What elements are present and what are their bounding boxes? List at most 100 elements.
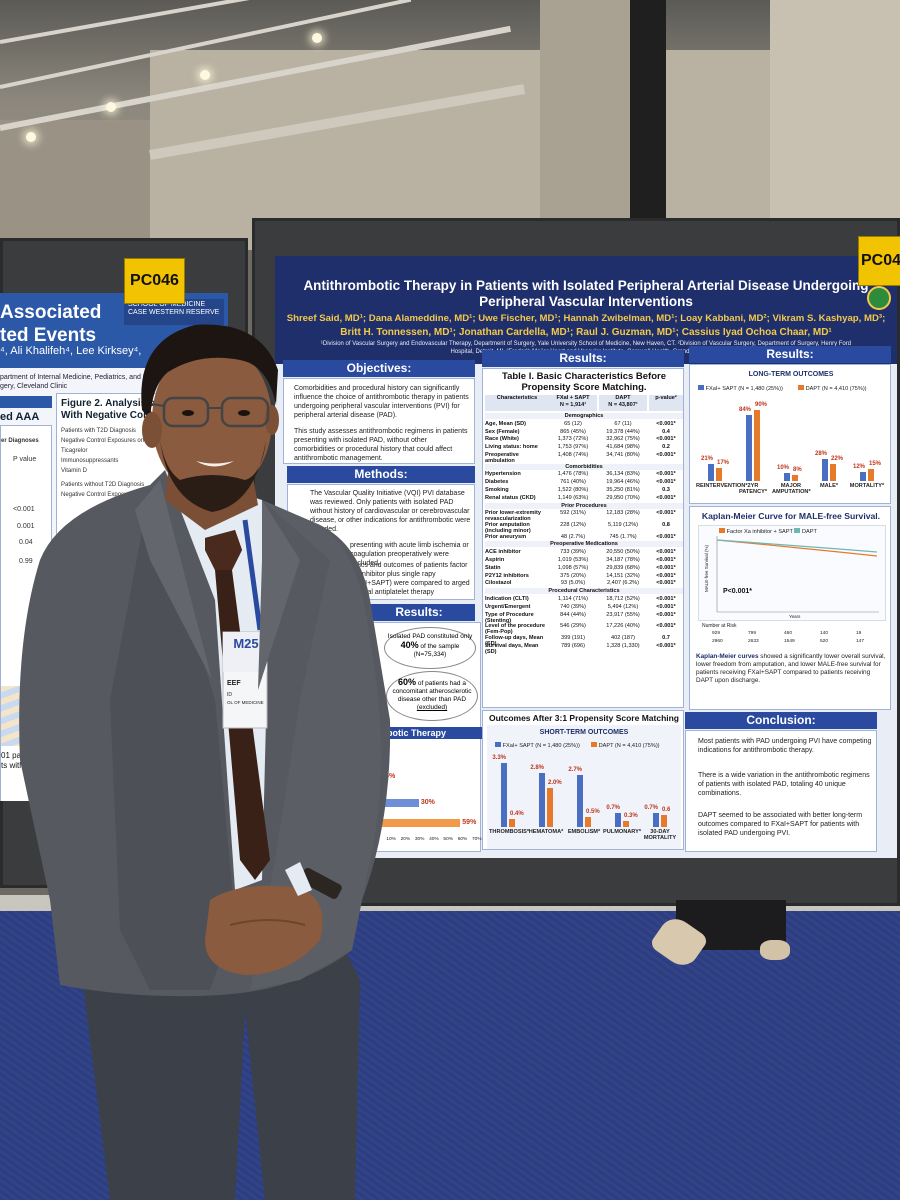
objective-bullet: Comorbidities and procedural history can… — [294, 385, 469, 419]
table-cell: <0.001* — [656, 596, 676, 602]
table-header: p-value² — [649, 395, 683, 411]
table-cell: 35,250 (81%) — [606, 487, 640, 493]
risk-value: 460 — [784, 631, 793, 636]
table-cell: 18,712 (52%) — [606, 596, 640, 602]
badge-line: OL OF MEDICINE — [227, 700, 264, 705]
table-row-label: Aspirin — [485, 557, 505, 563]
poster-title: Antithrombotic Therapy in Patients with … — [303, 278, 869, 293]
bar-dapt — [754, 409, 760, 481]
left-poster-section-label: ed AAA — [0, 411, 40, 423]
km-box: Kaplan-Meier Curve for MALE-free Surviva… — [689, 506, 891, 710]
table-row-label: Prior aneurysm — [485, 533, 527, 540]
bar-dapt — [868, 469, 874, 481]
table-cell: <0.001* — [656, 564, 676, 571]
table-cell: <0.001* — [656, 580, 676, 587]
bar-label: 0.6 — [662, 807, 671, 814]
bar-label: 90% — [755, 401, 768, 408]
axis-tick: 50% — [443, 837, 454, 842]
table-cell: <0.001* — [656, 452, 676, 458]
therapy-bar-label: 5% — [385, 773, 396, 780]
table-cell: 20,550 (50%) — [606, 549, 640, 556]
left-poster-footnote: 01 patien ts without — [1, 751, 35, 770]
figure-title: Figure 2. Analysis on Re With Negative C… — [61, 398, 177, 421]
col-header: er Diagnoses — [1, 438, 39, 444]
table-section-label: Demographics — [485, 413, 683, 419]
table-cell: 546 (29%) — [560, 623, 586, 630]
table-cell: <0.001* — [656, 642, 676, 649]
method-bullet: The Vascular Quality Initiative (VQI) PV… — [310, 490, 471, 533]
p-value: 0.04 — [19, 539, 33, 546]
table-cell: 745 (1.7%) — [609, 533, 637, 540]
bar-label: 8% — [793, 466, 802, 473]
table-header: DAPT N = 43,807¹ — [599, 395, 647, 411]
right-poster: Antithrombotic Therapy in Patients with … — [275, 256, 897, 858]
short-term-panel: SHORT-TERM OUTCOMES FXaI+ SAPT (N = 1,48… — [487, 725, 681, 849]
axis-tick: 10% — [386, 837, 396, 842]
axis-tick: 70% — [472, 837, 482, 842]
table-cell: 0.3 — [662, 487, 670, 493]
bar-label: 84% — [738, 406, 751, 413]
table-cell: 733 (39%) — [560, 549, 586, 556]
wall-panel — [770, 0, 900, 230]
bar-fxai — [615, 813, 621, 827]
km-legend: Factor Xa inhibitor + SAPT DAPT — [719, 528, 817, 535]
table-cell: <0.001* — [656, 557, 676, 563]
legend-dapt: DAPT (N = 4,410 (75%)) — [591, 742, 660, 749]
bar-fxai — [653, 813, 659, 827]
table-header: FXaI + SAPT N = 1,914¹ — [549, 395, 597, 411]
bar-fxai — [822, 458, 828, 481]
therapy-bar-label: 59% — [462, 819, 477, 826]
bar-label: 0.4% — [510, 811, 524, 818]
legend-dapt: DAPT (N = 4,410 (75%)) — [798, 385, 867, 392]
table-cell: <0.001* — [656, 611, 676, 618]
table-cell: <0.001* — [656, 436, 676, 443]
risk-value: 799 — [748, 631, 757, 636]
methods-heading: Methods: — [287, 466, 475, 483]
table-cell: <0.001* — [656, 603, 676, 610]
conclusion-bullet: There is a wide variation in the antithr… — [698, 772, 870, 797]
ceiling-light — [26, 132, 36, 142]
risk-value: 140 — [820, 631, 829, 636]
category-label: THROMBOSIS* — [489, 829, 530, 835]
table-row-label: Living status: home — [485, 444, 538, 451]
category-label: 30-DAY MORTALITY — [643, 829, 677, 841]
poster-authors: Shreef Said, MD¹; Dana Alameddine, MD¹; … — [286, 313, 886, 324]
bar-dapt — [547, 788, 553, 827]
bar-dapt — [661, 815, 667, 827]
table-cell: <0.001* — [656, 420, 676, 427]
km-ylabel: MALE-free Survival (%) — [704, 544, 710, 593]
figure-label: Vitamin D — [61, 468, 87, 474]
therapy-bar — [376, 799, 419, 807]
table-cell: 29,839 (68%) — [606, 564, 640, 571]
poster-affiliation: ¹Division of Vascular Surgery and Endova… — [320, 341, 852, 347]
bar-dapt — [623, 821, 629, 827]
bar-dapt — [585, 817, 591, 827]
bar-label: 2.8% — [530, 764, 544, 771]
left-poster-header: Associated ted Events SCHOOL OF MEDICINE … — [0, 293, 228, 368]
shoe — [760, 940, 790, 960]
table-row-label: Smoking — [485, 487, 509, 493]
table-cell: 17,226 (40%) — [606, 623, 640, 630]
table-row-label: Statin — [485, 564, 501, 571]
table-cell: 740 (39%) — [560, 603, 586, 610]
short-term-title: SHORT-TERM OUTCOMES — [539, 729, 629, 736]
table-cell: <0.001* — [656, 510, 676, 517]
badge-logo: M25 — [233, 636, 259, 651]
table-row-label: Diabetes — [485, 479, 509, 486]
left-poster-affiliation: partment of Internal Medicine, Pediatric… — [0, 374, 152, 390]
table-cell: 1,019 (53%) — [557, 557, 589, 563]
table-cell: 32,962 (75%) — [606, 436, 640, 443]
km-risk-title: Number at Risk — [702, 623, 737, 629]
ceiling-light — [200, 70, 210, 80]
table-cell: 1,098 (57%) — [557, 564, 589, 571]
table-cell: 1,408 (74%) — [557, 452, 589, 458]
axis-tick: 40% — [429, 837, 439, 842]
table-cell: 789 (696) — [561, 642, 585, 649]
table-row-label: Sex (Female) — [485, 428, 520, 435]
pad-bubble: Isolated PAD constituted only 40% of the… — [384, 627, 476, 669]
km-xlabel: Years — [789, 614, 801, 619]
badge-line: ID — [227, 692, 232, 698]
risk-value: 929 — [712, 631, 721, 636]
bar-label: 28% — [814, 450, 827, 457]
excluded-bubble: 60% of patients had a concomitant athero… — [386, 671, 478, 721]
